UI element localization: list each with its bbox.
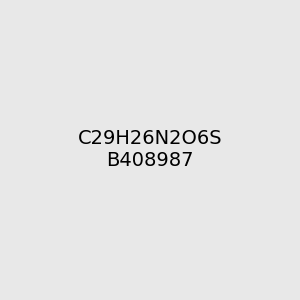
Text: C29H26N2O6S
B408987: C29H26N2O6S B408987: [78, 130, 222, 170]
